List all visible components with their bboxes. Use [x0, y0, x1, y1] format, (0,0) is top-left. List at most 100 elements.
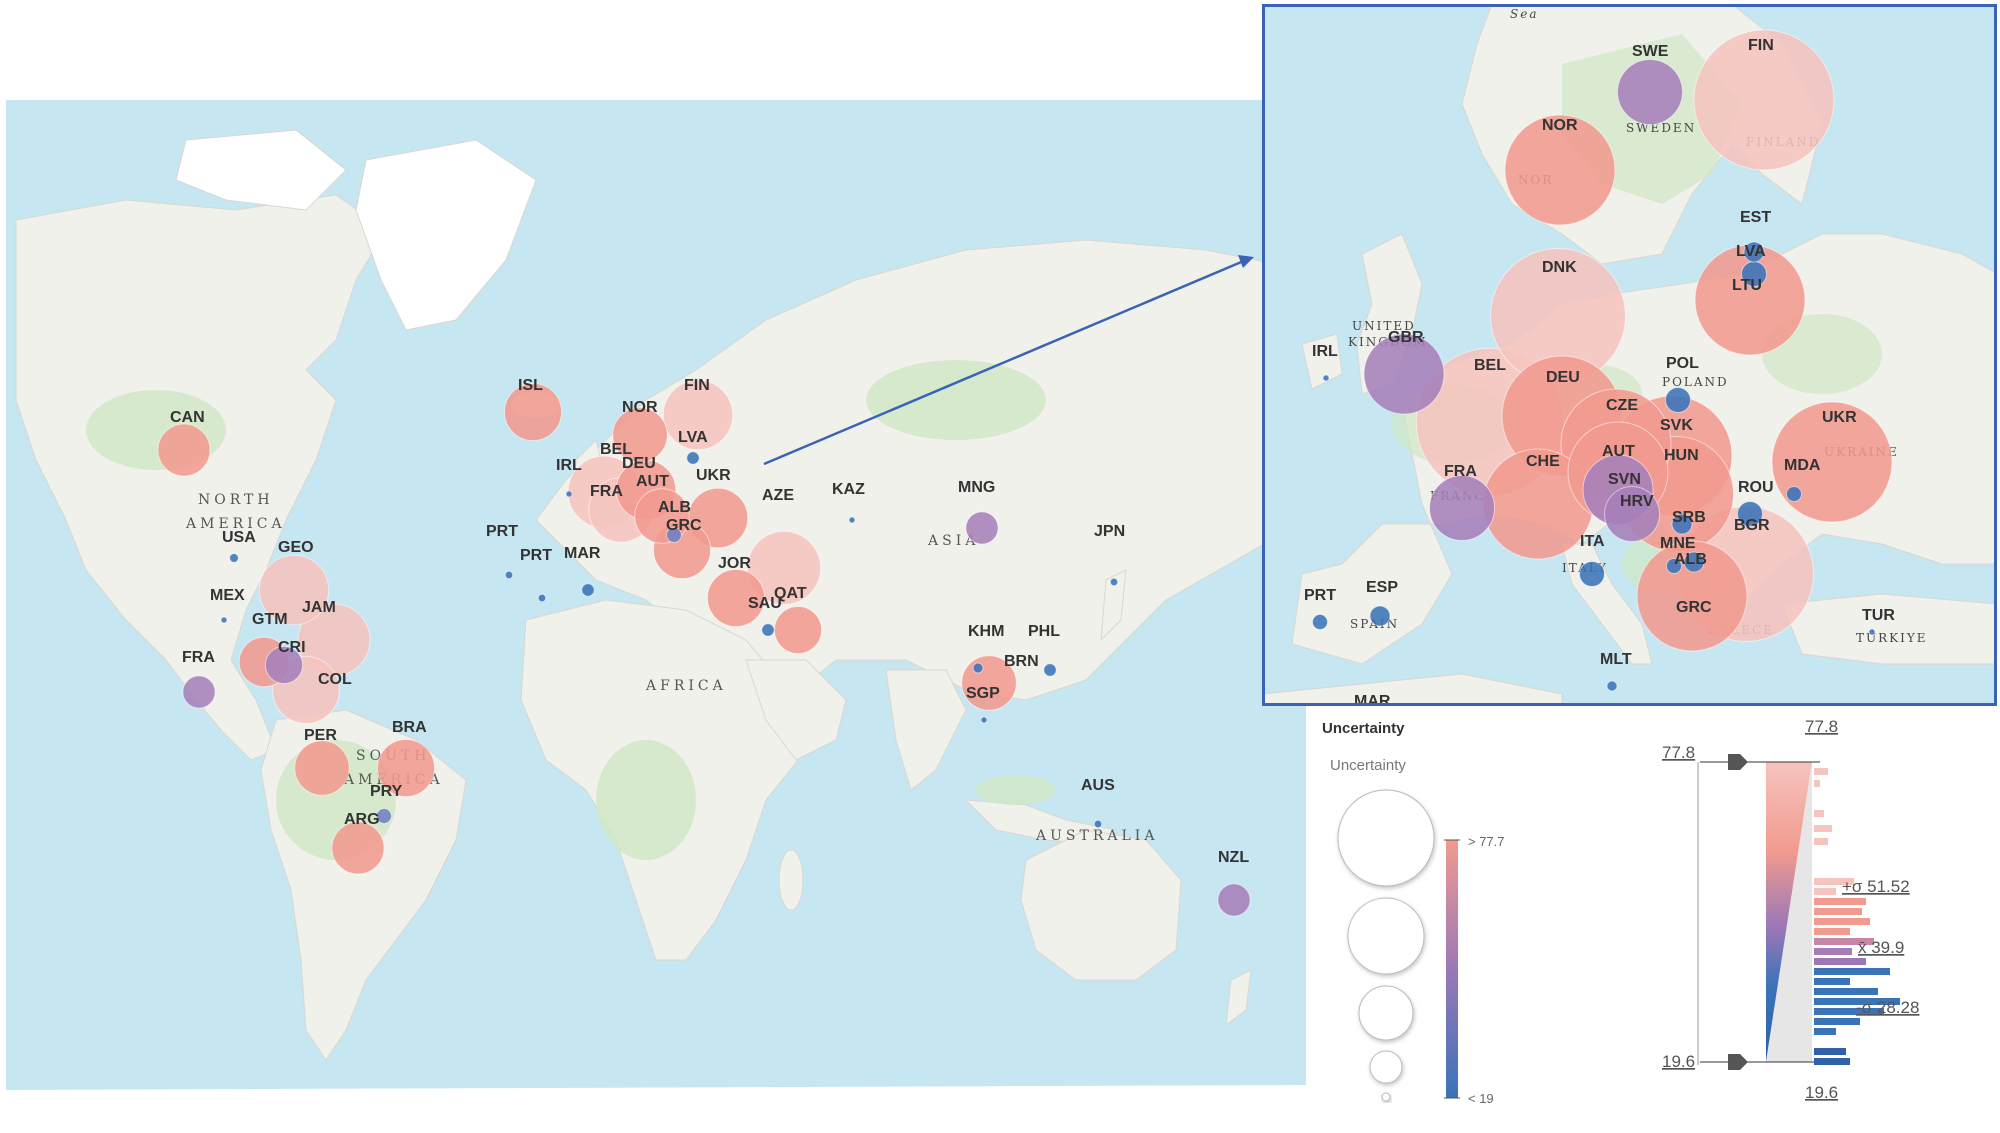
- world-bubble-prt[interactable]: [504, 570, 514, 580]
- world-bubble-fra[interactable]: [182, 675, 216, 709]
- world-bubble-prt[interactable]: [537, 593, 547, 603]
- histogram-bar: [1814, 928, 1850, 935]
- size-legend-circle-large: [1337, 789, 1435, 887]
- world-bubble-mex[interactable]: [220, 616, 228, 624]
- world-bubble-per[interactable]: [294, 740, 350, 796]
- world-bubble-isl[interactable]: [503, 382, 563, 442]
- world-bubble-khm[interactable]: [972, 662, 984, 674]
- land-turkey-inset: [1781, 593, 1997, 665]
- inset-bubble-est[interactable]: [1743, 241, 1765, 263]
- world-label-bel: BEL: [600, 441, 632, 458]
- world-bubble-jor[interactable]: [706, 568, 766, 628]
- world-label-fra: FRA: [590, 483, 623, 500]
- world-map[interactable]: NORTHAMERICAAFRICASOUTHAMERICAASIAAUSTRA…: [6, 100, 1306, 1123]
- inset-bubble-grc[interactable]: [1636, 540, 1748, 652]
- handle-top[interactable]: [1728, 754, 1748, 770]
- inset-label-nor: NOR: [1542, 117, 1578, 134]
- world-bubble-sgp[interactable]: [980, 716, 988, 724]
- world-bubble-alb[interactable]: [666, 527, 682, 543]
- histogram-bars: [1814, 768, 1900, 1065]
- inset-label-mda: MDA: [1784, 457, 1821, 474]
- world-bubble-mar[interactable]: [581, 583, 595, 597]
- inset-bubble-pol[interactable]: [1665, 387, 1691, 413]
- world-bubble-jpn[interactable]: [1109, 577, 1119, 587]
- histogram-bar: [1814, 948, 1852, 955]
- region-label-poland: POLAND: [1662, 375, 1729, 389]
- inset-label-mar: MAR: [1354, 693, 1391, 706]
- inset-bubble-ita[interactable]: [1579, 561, 1605, 587]
- inset-bubble-gbr[interactable]: [1363, 333, 1445, 415]
- inset-bubble-ukr[interactable]: [1771, 401, 1893, 523]
- color-ramp: [1446, 840, 1458, 1098]
- inset-bubble-fra[interactable]: [1429, 475, 1495, 541]
- land-australia: [1020, 829, 1182, 981]
- world-label-sgp: SGP: [966, 685, 1000, 702]
- land-india: [885, 669, 967, 791]
- histogram-bar: [1814, 838, 1828, 845]
- inset-bubble-irl[interactable]: [1322, 374, 1330, 382]
- world-bubble-kaz[interactable]: [848, 516, 856, 524]
- size-legend-circle-medium: [1347, 897, 1425, 975]
- world-label-phl: PHL: [1028, 623, 1060, 640]
- inset-bubble-hrv[interactable]: [1604, 486, 1660, 542]
- world-label-per: PER: [304, 727, 337, 744]
- inset-bubble-alb[interactable]: [1683, 551, 1705, 573]
- world-bubble-mng[interactable]: [965, 511, 999, 545]
- world-bubble-usa[interactable]: [229, 553, 239, 563]
- world-bubble-aze[interactable]: [746, 530, 822, 606]
- world-bubble-can[interactable]: [157, 423, 211, 477]
- inset-bubble-mda[interactable]: [1786, 486, 1802, 502]
- world-bubble-qat[interactable]: [773, 605, 823, 655]
- region-label-uk: UNITED: [1352, 319, 1416, 333]
- inset-label-svn: SVN: [1608, 471, 1641, 488]
- inset-map-canvas: Sea SWEDENFINLANDNORUNITEDKINGDOMPOLANDT…: [1262, 4, 1997, 706]
- world-bubble-bra[interactable]: [376, 738, 436, 798]
- europe-inset-map[interactable]: Sea SWEDENFINLANDNORUNITEDKINGDOMPOLANDT…: [1262, 4, 1997, 706]
- inset-arrow: [763, 258, 1247, 466]
- inset-label-hun: HUN: [1664, 447, 1699, 464]
- inset-bubble-fin[interactable]: [1693, 29, 1835, 171]
- legend-subtitle: Uncertainty: [1330, 757, 1406, 774]
- inset-bubble-mlt[interactable]: [1606, 680, 1618, 692]
- inset-bubble-nor[interactable]: [1504, 114, 1616, 226]
- land-japan: [1100, 569, 1127, 642]
- histogram-bar: [1814, 768, 1828, 775]
- world-bubble-nzl[interactable]: [1217, 883, 1251, 917]
- inset-bubble-swe[interactable]: [1617, 59, 1683, 125]
- world-bubble-geo[interactable]: [258, 554, 330, 626]
- inset-bubble-mne[interactable]: [1666, 558, 1682, 574]
- inset-bubble-rou[interactable]: [1737, 501, 1763, 527]
- inset-bubble-prt[interactable]: [1312, 614, 1328, 630]
- world-label-alb: ALB: [658, 499, 691, 516]
- world-bubble-phl[interactable]: [1043, 663, 1057, 677]
- world-label-prt: PRT: [520, 547, 552, 564]
- world-bubble-sau[interactable]: [761, 623, 775, 637]
- handle-bottom[interactable]: [1728, 1054, 1748, 1070]
- world-label-can: CAN: [170, 409, 205, 426]
- world-bubble-cri[interactable]: [264, 645, 304, 685]
- inset-bubble-esp[interactable]: [1369, 605, 1391, 627]
- minus-sigma-label: -σ 28.28: [1856, 998, 1919, 1017]
- histogram-bar: [1814, 978, 1850, 985]
- world-label-gtm: GTM: [252, 611, 288, 628]
- world-bubble-fin[interactable]: [662, 379, 734, 451]
- world-bubble-pry[interactable]: [376, 808, 392, 824]
- size-legend-circle-xsmall: [1369, 1050, 1403, 1084]
- world-bubble-arg[interactable]: [331, 821, 385, 875]
- inset-bubble-srb[interactable]: [1671, 513, 1693, 535]
- world-bubble-aus[interactable]: [1093, 819, 1103, 829]
- inset-label-fra: FRA: [1444, 463, 1477, 480]
- inset-label-lva: LVA: [1736, 243, 1766, 260]
- world-label-aut: AUT: [636, 473, 669, 490]
- histogram-bar: [1814, 938, 1874, 945]
- inset-label-bel: BEL: [1474, 357, 1506, 374]
- region-label-australia: AUSTRALIA: [1035, 828, 1158, 844]
- inset-bubble-tur[interactable]: [1868, 628, 1876, 636]
- world-bubble-nor[interactable]: [612, 407, 668, 463]
- inset-label-tur: TUR: [1862, 607, 1895, 624]
- world-bubble-lva[interactable]: [686, 451, 700, 465]
- inset-label-swe: SWE: [1632, 43, 1669, 60]
- world-bubble-irl[interactable]: [565, 490, 573, 498]
- histogram-slider[interactable]: 77.8 19.6 77.8 19.6 +σ 51.52 x̄ 39.9 -σ …: [1660, 710, 1990, 1110]
- inset-label-aut: AUT: [1602, 443, 1635, 460]
